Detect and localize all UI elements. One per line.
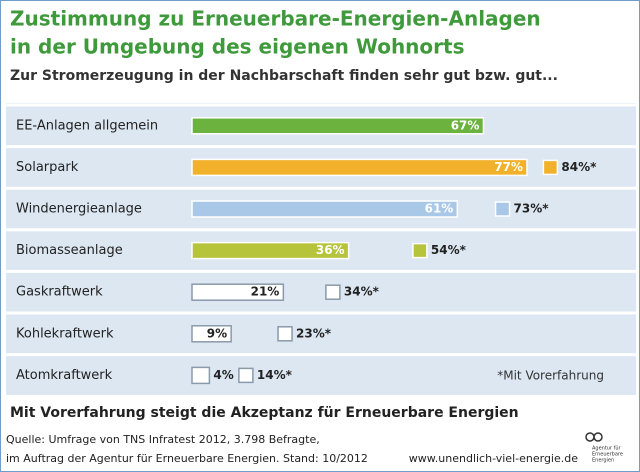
- marker: [412, 242, 428, 259]
- headline: Mit Vorerfahrung steigt die Akzeptanz fü…: [10, 405, 519, 421]
- category-label: Gaskraftwerk: [16, 285, 103, 300]
- logo-text: Agentur für: [592, 446, 622, 452]
- category-label: Kohlekraftwerk: [16, 326, 114, 341]
- marker: [542, 159, 559, 176]
- logo-icon: [593, 432, 603, 442]
- bar: [191, 117, 485, 135]
- value-label: 67%: [451, 118, 480, 132]
- marker: [238, 367, 254, 384]
- value-label: 23%*: [296, 326, 332, 340]
- logo-text: Energien: [592, 458, 614, 464]
- category-label: Biomasseanlage: [16, 243, 123, 258]
- value-label: 14%*: [257, 368, 293, 382]
- url: www.unendlich-viel-energie.de: [409, 452, 578, 465]
- value-label: 61%: [425, 202, 454, 216]
- bar: [191, 200, 459, 218]
- legend-note: *Mit Vorerfahrung: [497, 369, 604, 383]
- category-label: Atomkraftwerk: [16, 368, 113, 383]
- category-label: Solarpark: [16, 160, 79, 175]
- chart-title: in der Umgebung des eigenen Wohnorts: [10, 35, 464, 59]
- value-label: 73%*: [514, 202, 550, 216]
- value-label: 4%: [213, 368, 233, 382]
- marker: [277, 326, 293, 342]
- bar: [191, 325, 232, 343]
- bar: [191, 366, 211, 385]
- value-label: 36%: [316, 243, 345, 257]
- value-label: 77%: [494, 160, 523, 174]
- chart-title: Zustimmung zu Erneuerbare-Energien-Anlag…: [10, 7, 541, 31]
- source: Quelle: Umfrage von TNS Infratest 2012, …: [6, 433, 320, 446]
- category-label: Windenergieanlage: [16, 202, 142, 217]
- marker: [494, 201, 511, 217]
- subtitle: Zur Stromerzeugung in der Nachbarschaft …: [10, 68, 558, 84]
- value-label: 84%*: [561, 160, 597, 174]
- source: im Auftrag der Agentur für Erneuerbare E…: [6, 452, 368, 465]
- value-label: 34%*: [344, 285, 380, 299]
- bar: [191, 241, 350, 260]
- logo-text: Erneuerbare: [592, 452, 623, 458]
- marker: [325, 284, 341, 300]
- value-label: 21%: [251, 285, 280, 299]
- bar: [191, 158, 528, 177]
- bar: [191, 283, 285, 301]
- value-label: 9%: [207, 326, 227, 340]
- value-label: 54%*: [431, 243, 467, 257]
- category-label: EE-Anlagen allgemein: [16, 118, 158, 133]
